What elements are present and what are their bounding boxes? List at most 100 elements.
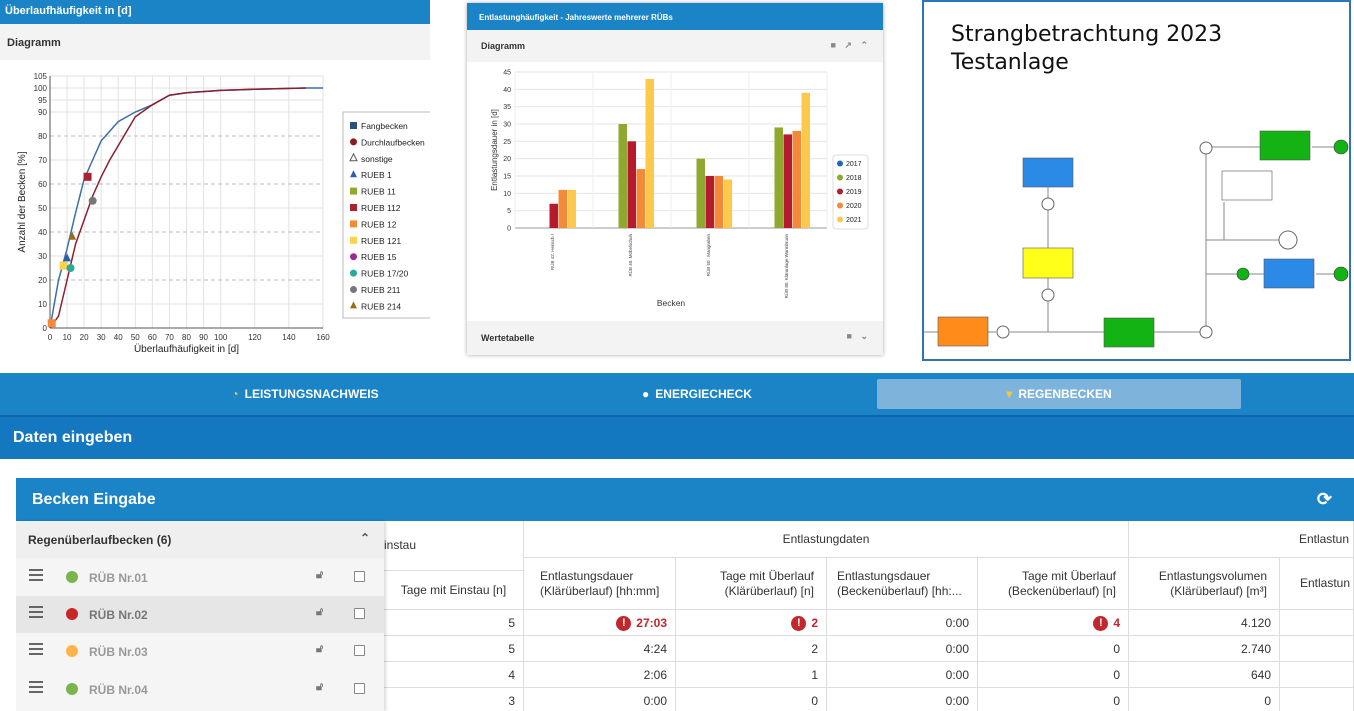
drag-handle-icon[interactable] <box>29 643 43 657</box>
y-tick-label: 95 <box>38 96 47 105</box>
y-tick-label: 60 <box>38 180 47 189</box>
lock-icon[interactable]: 🔓︎ <box>316 681 324 693</box>
legend-label: sonstige <box>361 154 393 164</box>
nav-leistungsnachweis[interactable]: ◔ LEISTUNGSNACHWEIS <box>170 379 440 409</box>
drag-handle-icon[interactable] <box>29 569 43 583</box>
basin-item[interactable]: RÜB Nr.02 🔓︎ <box>16 596 384 633</box>
table-cell[interactable]: 2:06 <box>524 662 676 688</box>
y-tick-label: 40 <box>38 228 47 237</box>
table-cell-empty[interactable] <box>1280 636 1354 662</box>
cell-value: 0 <box>1264 694 1271 708</box>
panel-tools-icon[interactable]: ■ ↗ ⌃ <box>830 40 871 50</box>
legend-label: 2020 <box>846 203 862 210</box>
x-tick-label: 40 <box>114 333 123 342</box>
refresh-icon[interactable]: ⟳ <box>1316 489 1332 509</box>
rain-basin-icon: ▾ <box>1006 387 1013 401</box>
x-tick-label: 90 <box>199 333 208 342</box>
legend-symbol <box>350 138 357 146</box>
table-cell[interactable]: 0 <box>978 688 1129 711</box>
table-cell[interactable]: ! 27:03 <box>524 610 676 636</box>
basin-checkbox[interactable] <box>354 608 365 619</box>
nav-energiecheck[interactable]: ● ENERGIECHECK <box>562 379 832 409</box>
nav-regenbecken[interactable]: ▾ REGENBECKEN <box>877 379 1241 409</box>
basin-checkbox[interactable] <box>354 645 365 656</box>
basin-group-header[interactable]: Regenüberlaufbecken (6) ⌃ <box>16 521 384 558</box>
table-cell[interactable]: 0 <box>1129 688 1280 711</box>
basin-group-label: Regenüberlaufbecken (6) <box>28 533 172 547</box>
x-tick-label: RÜB 50 . Mangraben <box>705 234 711 277</box>
cell-value: 0 <box>1113 668 1120 682</box>
col-header[interactable]: Entlastungsdauer (Beckenüberlauf) [hh:..… <box>827 558 978 610</box>
legend: 2017 2018 2019 2020 2021 <box>832 154 869 230</box>
table-cell[interactable]: 5 <box>384 636 524 662</box>
table-cell[interactable]: ! 4 <box>978 610 1129 636</box>
col-header[interactable]: Entlastungsvolumen (Klärüberlauf) [m³] <box>1129 558 1280 610</box>
col-header[interactable]: Entlastungsdauer (Klärüberlauf) [hh:mm] <box>524 558 676 610</box>
table-cell[interactable]: 0:00 <box>827 688 978 711</box>
bar <box>783 134 792 228</box>
table-cell[interactable]: 3 <box>384 688 524 711</box>
basin-item[interactable]: RÜB Nr.04 🔓︎ <box>16 671 384 708</box>
y-tick-label: 45 <box>503 70 511 77</box>
table-cell[interactable]: 0:00 <box>827 636 978 662</box>
table-cell[interactable]: 5 <box>384 610 524 636</box>
basin-label: RÜB Nr.02 <box>89 608 148 622</box>
strand-title: Strangbetrachtung 2023 <box>951 22 1223 47</box>
legend-symbol <box>350 170 357 178</box>
y-tick-label: 15 <box>503 174 511 181</box>
value-table-label: Wertetabelle <box>481 333 535 343</box>
cell-value: 4 <box>1113 616 1120 630</box>
status-dot <box>66 683 78 695</box>
table-cell-empty[interactable] <box>1280 688 1354 711</box>
col-header[interactable]: Tage mit Überlauf (Klärüberlauf) [n] <box>676 558 827 610</box>
basin-checkbox[interactable] <box>354 571 365 582</box>
col-header[interactable]: Tage mit Einstau [n] <box>384 571 524 610</box>
x-tick-label: 60 <box>148 333 157 342</box>
basin-item[interactable]: RÜB Nr.03 🔓︎ <box>16 633 384 670</box>
basin-checkbox[interactable] <box>354 683 365 694</box>
table-cell[interactable]: 0:00 <box>827 610 978 636</box>
table-cell[interactable]: 0 <box>676 688 827 711</box>
legend-label: Durchlaufbecken <box>361 137 425 147</box>
basin-item[interactable]: RÜB Nr.01 🔓︎ <box>16 559 384 596</box>
lock-icon[interactable]: 🔓︎ <box>316 569 324 581</box>
x-tick-label: 160 <box>316 333 330 342</box>
table-cell[interactable]: 0 <box>978 662 1129 688</box>
drag-handle-icon[interactable] <box>29 606 43 620</box>
legend-symbol <box>350 236 357 244</box>
table-cell[interactable]: 4:24 <box>524 636 676 662</box>
table-cell-empty[interactable] <box>1280 662 1354 688</box>
y-tick-label: 70 <box>38 156 47 165</box>
x-tick-label: 10 <box>63 333 72 342</box>
table-cell[interactable]: ! 2 <box>676 610 827 636</box>
cell-value: 3 <box>508 694 515 708</box>
table-cell[interactable]: 1 <box>676 662 827 688</box>
table-cell[interactable]: 0:00 <box>524 688 676 711</box>
lock-icon[interactable]: 🔓︎ <box>316 606 324 618</box>
status-dot <box>66 571 78 583</box>
table-cell[interactable]: 2.740 <box>1129 636 1280 662</box>
lock-icon[interactable]: 🔓︎ <box>316 643 324 655</box>
col-header[interactable]: Tage mit Überlauf (Beckenüberlauf) [n] <box>978 558 1129 610</box>
value-table-bar[interactable]: Wertetabelle ■ ⌄ <box>467 321 883 355</box>
legend-label: RUEB 121 <box>361 236 401 246</box>
cell-value: 1 <box>811 668 818 682</box>
col-header[interactable]: Entlastun (Beckenü <box>1280 558 1354 610</box>
table-cell-empty[interactable] <box>1280 610 1354 636</box>
discharge-duration-chart: 0 5 10 15 20 25 30 35 40 45 RÜB 42. Herisch I RÜB 4… <box>490 70 869 308</box>
bar <box>723 179 732 228</box>
x-tick-label: 50 <box>131 333 140 342</box>
drag-handle-icon[interactable] <box>29 681 43 695</box>
chevron-up-icon[interactable]: ⌃ <box>359 531 370 545</box>
table-cell[interactable]: 4.120 <box>1129 610 1280 636</box>
y-tick-label: 20 <box>503 156 511 163</box>
table-cell[interactable]: 4 <box>384 662 524 688</box>
nav-label: LEISTUNGSNACHWEIS <box>244 387 379 401</box>
table-cell[interactable]: 0 <box>978 636 1129 662</box>
save-icon[interactable]: ■ ⌄ <box>846 331 871 341</box>
table-cell[interactable]: 0:00 <box>827 662 978 688</box>
strand-diagram <box>924 130 1349 348</box>
table-cell[interactable]: 640 <box>1129 662 1280 688</box>
legend-label: RUEB 112 <box>361 203 401 213</box>
table-cell[interactable]: 2 <box>676 636 827 662</box>
